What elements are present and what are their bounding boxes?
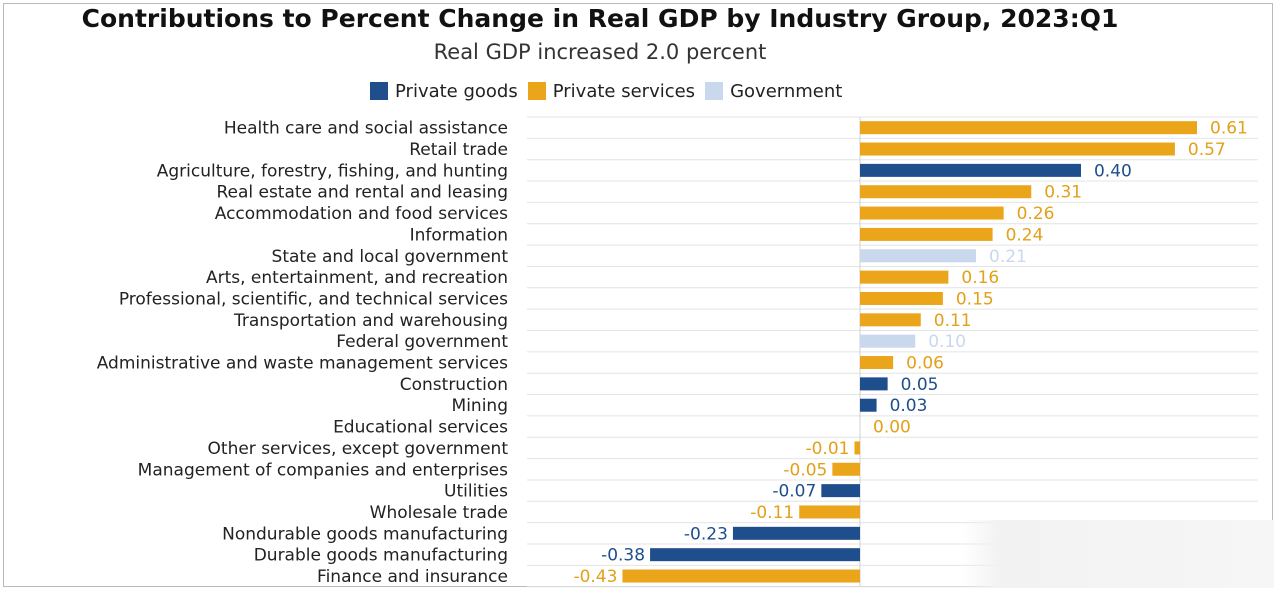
legend-swatch-private-services bbox=[527, 82, 546, 100]
bar bbox=[854, 441, 860, 455]
bar bbox=[799, 505, 860, 519]
bar bbox=[860, 270, 949, 284]
legend-label-private-goods: Private goods bbox=[395, 80, 518, 102]
category-label: Nondurable goods manufacturing bbox=[222, 524, 508, 544]
category-label: Agriculture, forestry, fishing, and hunt… bbox=[157, 161, 508, 181]
value-label: -0.11 bbox=[750, 503, 794, 523]
legend-item-private-goods: Private goods bbox=[370, 81, 518, 102]
value-label: 0.06 bbox=[906, 354, 944, 374]
bar bbox=[860, 206, 1004, 220]
value-label: -0.43 bbox=[573, 567, 617, 587]
value-label: 0.26 bbox=[1017, 204, 1055, 224]
value-label: 0.24 bbox=[1006, 225, 1044, 245]
bar bbox=[860, 142, 1175, 156]
bar bbox=[860, 398, 877, 412]
value-label: -0.07 bbox=[772, 482, 816, 502]
category-label: Durable goods manufacturing bbox=[254, 546, 508, 566]
category-label: Real estate and rental and leasing bbox=[216, 183, 508, 203]
value-label: 0.57 bbox=[1188, 140, 1226, 160]
value-label: 0.00 bbox=[873, 418, 911, 438]
value-label: 0.05 bbox=[901, 375, 939, 395]
category-label: Professional, scientific, and technical … bbox=[119, 289, 508, 309]
category-label: State and local government bbox=[272, 247, 509, 267]
bar bbox=[860, 163, 1081, 177]
value-label: 0.11 bbox=[934, 311, 972, 331]
value-label: 0.31 bbox=[1044, 183, 1082, 203]
value-label: -0.23 bbox=[684, 524, 728, 544]
category-label: Educational services bbox=[333, 418, 508, 438]
category-label: Health care and social assistance bbox=[224, 119, 508, 139]
value-label: 0.21 bbox=[989, 247, 1027, 267]
chart-legend: Private goods Private services Governmen… bbox=[370, 78, 842, 104]
bar bbox=[860, 249, 977, 263]
category-label: Management of companies and enterprises bbox=[138, 460, 508, 480]
bar bbox=[860, 334, 916, 348]
blurred-corner bbox=[962, 520, 1274, 588]
bar bbox=[860, 227, 993, 241]
category-label: Administrative and waste management serv… bbox=[97, 354, 508, 374]
legend-item-private-services: Private services bbox=[527, 80, 696, 102]
value-label: 0.16 bbox=[961, 268, 999, 288]
bar bbox=[860, 291, 943, 305]
category-label: Retail trade bbox=[409, 140, 508, 160]
bar bbox=[622, 569, 860, 583]
category-label: Other services, except government bbox=[208, 439, 509, 459]
value-label: -0.38 bbox=[601, 546, 645, 566]
value-label: 0.40 bbox=[1094, 161, 1132, 181]
bar bbox=[860, 185, 1032, 199]
chart-title: Contributions to Percent Change in Real … bbox=[81, 4, 1119, 33]
value-label: 0.15 bbox=[956, 289, 994, 309]
legend-label-private-services: Private services bbox=[552, 80, 696, 102]
bar bbox=[860, 356, 894, 370]
bar bbox=[860, 313, 921, 327]
legend-item-government: Government bbox=[705, 81, 842, 102]
value-label: 0.10 bbox=[928, 332, 966, 352]
category-label: Federal government bbox=[336, 332, 508, 352]
value-label: 0.61 bbox=[1210, 119, 1248, 139]
legend-label-government: Government bbox=[730, 80, 843, 102]
bar bbox=[860, 377, 888, 391]
value-label: 0.03 bbox=[890, 396, 928, 416]
category-label: Arts, entertainment, and recreation bbox=[206, 268, 508, 288]
value-label: -0.05 bbox=[783, 460, 827, 480]
category-label: Utilities bbox=[444, 482, 508, 502]
bar bbox=[821, 484, 860, 498]
legend-swatch-government bbox=[705, 82, 724, 100]
category-label: Accommodation and food services bbox=[215, 204, 508, 224]
bar bbox=[860, 121, 1197, 135]
bar bbox=[732, 526, 860, 540]
chart-subtitle: Real GDP increased 2.0 percent bbox=[433, 40, 767, 64]
bar bbox=[650, 548, 860, 562]
category-label: Wholesale trade bbox=[370, 503, 508, 523]
category-label: Construction bbox=[400, 375, 508, 395]
category-label: Finance and insurance bbox=[317, 567, 508, 587]
category-label: Mining bbox=[452, 396, 508, 416]
value-label: -0.01 bbox=[805, 439, 849, 459]
legend-swatch-private-goods bbox=[370, 82, 388, 100]
category-label: Information bbox=[410, 225, 508, 245]
category-label: Transportation and warehousing bbox=[233, 311, 508, 331]
bar bbox=[832, 462, 860, 476]
